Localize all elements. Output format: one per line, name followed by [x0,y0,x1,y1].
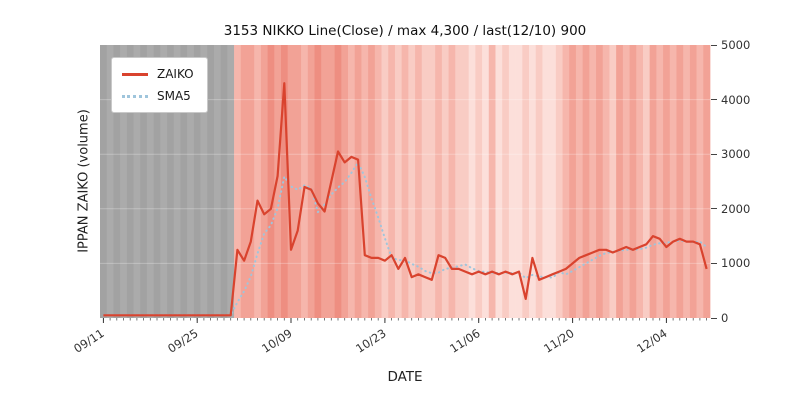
plot-canvas [100,45,711,323]
y-tick-label: 0 [721,311,729,325]
y-tick-mark [711,153,717,155]
y-tick-label: 3000 [721,147,751,162]
legend-label-zaiko: ZAIKO [157,67,194,81]
y-axis-label: IPPAN ZAIKO (volume) [76,109,92,253]
y-tick-mark [711,44,717,46]
y-tick-mark [711,99,717,101]
chart-title: 3153 NIKKO Line(Close) / max 4,300 / las… [223,23,587,39]
zaiko-line-sample-icon [122,72,148,76]
x-tick-label: 09/25 [165,326,201,356]
x-tick-label: 11/06 [446,326,483,356]
sma5-line-sample-icon [122,94,148,98]
y-tick-label: 4000 [721,92,751,107]
y-tick-mark [711,208,717,210]
x-tick-label: 11/20 [540,326,577,356]
legend-item-sma5: SMA5 [122,89,194,103]
y-tick-label: 2000 [721,201,751,216]
y-tick-label: 1000 [721,256,751,271]
x-tick-label: 10/23 [353,326,389,356]
y-tick-label: 5000 [721,38,751,52]
x-tick-label: 12/04 [634,326,671,356]
legend-item-zaiko: ZAIKO [122,67,194,81]
legend: ZAIKO SMA5 [111,57,208,113]
legend-label-sma5: SMA5 [157,89,191,103]
x-tick-label: 09/11 [71,326,107,356]
x-axis-label: DATE [387,369,423,385]
y-tick-mark [711,317,717,319]
y-tick-mark [711,262,717,264]
plot-area [100,45,711,323]
x-tick-label: 10/09 [259,326,295,356]
